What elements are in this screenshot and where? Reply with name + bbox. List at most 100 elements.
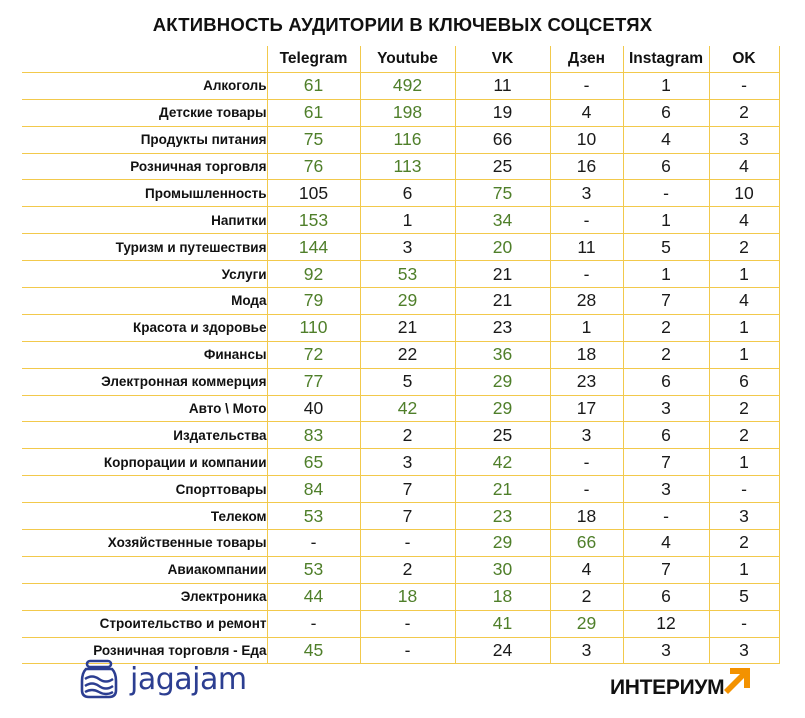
- value-cell: 25: [455, 421, 551, 450]
- row-label: Авто \ Мото: [22, 395, 267, 423]
- value-cell: 11: [455, 72, 551, 100]
- value-cell: 61: [266, 99, 361, 127]
- value-cell: 1: [709, 260, 780, 289]
- table-row: Туризм и путешествия 144 3 20 11 5 2: [22, 233, 780, 262]
- value-cell: 29: [455, 395, 551, 423]
- value-cell: 40: [266, 395, 361, 423]
- table-row: Издательства 83 2 25 3 6 2: [22, 421, 780, 450]
- value-cell: 1: [623, 206, 710, 235]
- value-cell: 2: [709, 421, 780, 450]
- value-cell: 61: [266, 72, 361, 100]
- value-cell: 2: [623, 341, 710, 369]
- row-label: Электронная коммерция: [22, 368, 267, 396]
- value-cell: 3: [709, 502, 780, 531]
- value-cell: 2: [709, 233, 780, 262]
- table-row: Электроника 44 18 18 2 6 5: [22, 583, 780, 611]
- row-label: Издательства: [22, 421, 267, 450]
- value-cell: 1: [623, 72, 710, 100]
- value-cell: 5: [360, 368, 456, 396]
- value-cell: 18: [360, 583, 456, 611]
- value-cell: 53: [266, 556, 361, 584]
- value-cell: 6: [623, 368, 710, 396]
- value-cell: 23: [455, 314, 551, 342]
- row-label: Мода: [22, 287, 267, 315]
- table-row: Корпорации и компании 65 3 42-7 1: [22, 448, 780, 477]
- row-label: Корпорации и компании: [22, 448, 267, 477]
- row-label: Розничная торговля: [22, 153, 267, 181]
- value-cell: -: [266, 610, 361, 638]
- value-cell: -: [709, 475, 780, 504]
- value-cell: 34: [455, 206, 551, 235]
- value-cell: 4: [550, 99, 624, 127]
- value-cell: 6: [360, 179, 456, 208]
- value-cell: 21: [455, 287, 551, 315]
- corner-cell: [22, 46, 267, 73]
- row-label: Туризм и путешествия: [22, 233, 267, 262]
- value-cell: 1: [709, 341, 780, 369]
- value-cell: 16: [550, 153, 624, 181]
- table-row: Авиакомпании 53 2 30 4 7 1: [22, 556, 780, 584]
- table-row: Хозяйственные товары - -29 66 4 2: [22, 529, 780, 557]
- value-cell: 41: [455, 610, 551, 638]
- page-title: АКТИВНОСТЬ АУДИТОРИИ В КЛЮЧЕВЫХ СОЦСЕТЯХ: [152, 14, 653, 35]
- value-cell: 3: [360, 448, 456, 477]
- value-cell: 22: [360, 341, 456, 369]
- value-cell: 4: [709, 153, 780, 181]
- value-cell: 6: [623, 421, 710, 450]
- value-cell: 3: [360, 233, 456, 262]
- value-cell: 23: [455, 502, 551, 531]
- row-label: Продукты питания: [22, 126, 267, 154]
- table-row: Розничная торговля 76 113 25 16 6 4: [22, 153, 780, 181]
- value-cell: 3: [623, 475, 710, 504]
- value-cell: 3: [550, 421, 624, 450]
- value-cell: -: [709, 72, 780, 100]
- value-cell: 3: [623, 637, 710, 665]
- table-row: Продукты питания 75 116 66 10 4 3: [22, 126, 780, 154]
- table-row: Строительство и ремонт - -41 29 12-: [22, 610, 780, 638]
- value-cell: -: [550, 206, 624, 235]
- value-cell: 53: [360, 260, 456, 289]
- table-row: Алкоголь 61 492 11-1-: [22, 72, 780, 100]
- value-cell: -: [550, 72, 624, 100]
- value-cell: 2: [709, 99, 780, 127]
- value-cell: 4: [623, 126, 710, 154]
- row-label: Телеком: [22, 502, 267, 531]
- value-cell: -: [360, 637, 456, 665]
- value-cell: 79: [266, 287, 361, 315]
- table-row: Мода 79 29 21 28 7 4: [22, 287, 780, 315]
- value-cell: 29: [550, 610, 624, 638]
- value-cell: 10: [550, 126, 624, 154]
- column-header: Telegram: [266, 46, 361, 73]
- value-cell: 4: [709, 206, 780, 235]
- arrow-icon: [724, 668, 750, 694]
- value-cell: 42: [455, 448, 551, 477]
- value-cell: 3: [550, 637, 624, 665]
- value-cell: 3: [709, 126, 780, 154]
- value-cell: 24: [455, 637, 551, 665]
- value-cell: 11: [550, 233, 624, 262]
- value-cell: 4: [623, 529, 710, 557]
- table-row: Напитки 153 1 34-1 4: [22, 206, 780, 235]
- value-cell: 53: [266, 502, 361, 531]
- interium-wordmark: ИНТЕРИУМ: [610, 676, 725, 699]
- value-cell: 1: [709, 448, 780, 477]
- table-row: Электронная коммерция 77 5 29 23 6 6: [22, 368, 780, 396]
- value-cell: -: [623, 502, 710, 531]
- row-label: Услуги: [22, 260, 267, 289]
- jar-icon: [80, 659, 118, 699]
- value-cell: 21: [360, 314, 456, 342]
- value-cell: 1: [709, 556, 780, 584]
- value-cell: 29: [360, 287, 456, 315]
- value-cell: 7: [623, 287, 710, 315]
- row-label: Алкоголь: [22, 72, 267, 100]
- value-cell: 18: [455, 583, 551, 611]
- table-row: Красота и здоровье 110 21 23 1 2 1: [22, 314, 780, 342]
- interium-logo: ИНТЕРИУМ: [610, 662, 750, 702]
- row-label: Напитки: [22, 206, 267, 235]
- value-cell: 3: [709, 637, 780, 665]
- value-cell: 7: [360, 475, 456, 504]
- value-cell: 144: [266, 233, 361, 262]
- row-label: Красота и здоровье: [22, 314, 267, 342]
- jagajam-logo: jagajam: [80, 659, 247, 699]
- value-cell: 92: [266, 260, 361, 289]
